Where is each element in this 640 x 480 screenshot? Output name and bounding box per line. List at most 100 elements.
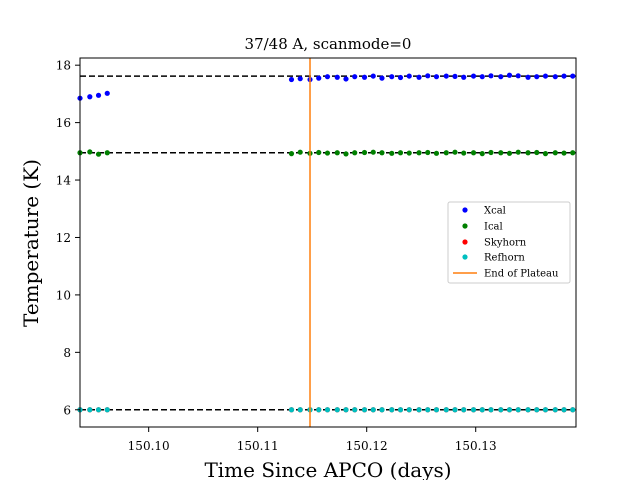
ical-point: [534, 149, 540, 156]
ical-point: [525, 150, 531, 156]
refhorn-point: [416, 407, 422, 413]
xcal-point: [406, 73, 412, 79]
refhorn-point: [515, 407, 521, 413]
xcal-point: [95, 92, 102, 98]
xcal-point: [288, 76, 295, 83]
x-tick-label: 150.13: [455, 439, 497, 453]
legend: Xcal Ical Skyhorn Refhorn End of Plateau: [447, 201, 571, 284]
ical-point: [406, 150, 412, 156]
chart-title: 37/48 A, scanmode=0: [245, 35, 412, 53]
refhorn-point: [552, 407, 558, 413]
legend-label-ical: Ical: [484, 222, 503, 233]
xcal-point: [534, 74, 540, 80]
refhorn-point: [561, 407, 567, 413]
ical-point: [506, 150, 513, 156]
refhorn-point: [406, 407, 412, 413]
ical-point: [288, 151, 295, 157]
xcal-point: [452, 73, 458, 79]
y-tick-label: 10: [56, 288, 71, 302]
xcal-point: [379, 75, 385, 81]
refhorn-point: [425, 407, 431, 413]
xcal-point: [397, 74, 404, 81]
y-axis-label: Temperature (K): [19, 159, 43, 327]
ical-point: [389, 150, 395, 156]
ical-point: [334, 150, 340, 156]
refhorn-point: [570, 407, 576, 413]
refhorn-point: [370, 407, 376, 413]
y-tick-label: 18: [56, 59, 71, 73]
ical-point: [425, 149, 431, 156]
xcal-point: [416, 74, 422, 80]
xcal-point: [361, 74, 368, 80]
xcal-point: [370, 73, 376, 79]
data-points: [77, 72, 576, 413]
legend-label-end-of-plateau: End of Plateau: [484, 269, 559, 280]
plot-frame: [79, 57, 577, 428]
refhorn-point: [288, 407, 295, 413]
y-axis-ticks: 6 8 10 12 14 16 18: [56, 59, 80, 417]
ical-point: [461, 150, 467, 156]
ical-point: [470, 150, 477, 156]
legend-marker-skyhorn: [462, 239, 468, 245]
refhorn-point: [470, 407, 477, 413]
y-tick-label: 14: [56, 174, 72, 188]
xcal-point: [470, 73, 477, 79]
ical-point: [361, 149, 368, 156]
ical-point: [479, 151, 485, 157]
refhorn-point: [104, 407, 110, 413]
refhorn-point: [525, 407, 531, 413]
xcal-point: [389, 74, 395, 80]
refhorn-point: [352, 407, 358, 413]
xcal-point: [542, 73, 549, 79]
xcal-point: [87, 94, 93, 100]
x-tick-label: 150.10: [128, 439, 170, 453]
ical-point: [433, 150, 440, 156]
xcal-point: [498, 74, 504, 80]
xcal-point: [461, 74, 467, 80]
refhorn-point: [443, 407, 449, 413]
xcal-point: [425, 73, 431, 79]
ical-point: [343, 151, 349, 157]
xcal-point: [506, 72, 513, 78]
legend-box: [447, 201, 571, 284]
refhorn-point: [542, 407, 549, 413]
xcal-point: [443, 73, 449, 79]
refhorn-point: [379, 407, 385, 413]
ical-point: [352, 150, 358, 156]
xcal-point: [324, 74, 331, 80]
xcal-point: [334, 74, 340, 80]
xcal-point: [104, 90, 110, 96]
xcal-point: [525, 74, 531, 80]
x-axis-label: Time Since APCO (days): [204, 458, 451, 480]
refhorn-point: [343, 407, 349, 413]
ical-point: [515, 149, 521, 155]
legend-label-skyhorn: Skyhorn: [484, 238, 527, 249]
x-tick-label: 150.11: [237, 439, 279, 453]
y-tick-label: 12: [56, 231, 71, 245]
refhorn-point: [461, 407, 467, 413]
plot-area: [77, 58, 576, 427]
xcal-point: [316, 75, 322, 81]
ical-point: [297, 149, 303, 155]
y-tick-label: 16: [56, 116, 71, 130]
refhorn-point: [334, 407, 340, 413]
ical-point: [542, 151, 549, 157]
legend-marker-refhorn: [462, 254, 468, 260]
refhorn-point: [506, 407, 513, 413]
ical-point: [416, 150, 422, 156]
y-tick-label: 6: [63, 403, 71, 417]
xcal-point: [552, 74, 558, 80]
refhorn-point: [361, 407, 368, 413]
ical-point: [379, 150, 385, 156]
ical-point: [370, 149, 376, 155]
xcal-point: [488, 73, 494, 79]
xcal-point: [515, 73, 521, 79]
refhorn-point: [479, 407, 485, 413]
refhorn-point: [297, 407, 303, 413]
ical-point: [443, 150, 449, 156]
ical-point: [498, 150, 504, 156]
refhorn-point: [87, 407, 93, 413]
ical-point: [95, 151, 102, 157]
xcal-point: [297, 76, 303, 82]
